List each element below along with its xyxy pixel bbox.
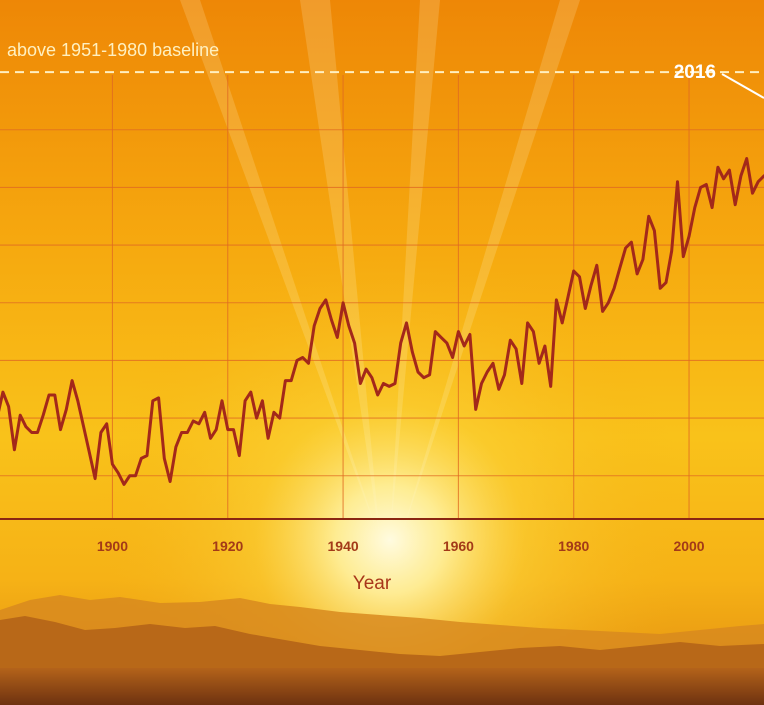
- annotation-label-2016: 2016: [674, 62, 716, 83]
- annotation-layer: 2016: [674, 62, 764, 99]
- annotation-leader-line: [721, 73, 764, 99]
- x-tick-label: 1980: [558, 538, 589, 554]
- x-tick-label: 1900: [97, 538, 128, 554]
- x-tick-label: 1940: [328, 538, 359, 554]
- temperature-series-line: [0, 157, 764, 486]
- x-axis: 1900 1920 1940 1960 1980 2000: [0, 518, 764, 554]
- x-axis-title: Year: [353, 573, 392, 594]
- x-tick-label: 1920: [212, 538, 243, 554]
- baseline-label: above 1951-1980 baseline: [7, 40, 219, 60]
- x-tick-label: 2000: [673, 538, 704, 554]
- baseline-reference: above 1951-1980 baseline: [0, 40, 764, 74]
- series-layer: [0, 157, 764, 486]
- ground: [0, 668, 764, 705]
- grid-lines: [0, 75, 764, 519]
- x-tick-label: 1960: [443, 538, 474, 554]
- sun-rays: [180, 0, 580, 540]
